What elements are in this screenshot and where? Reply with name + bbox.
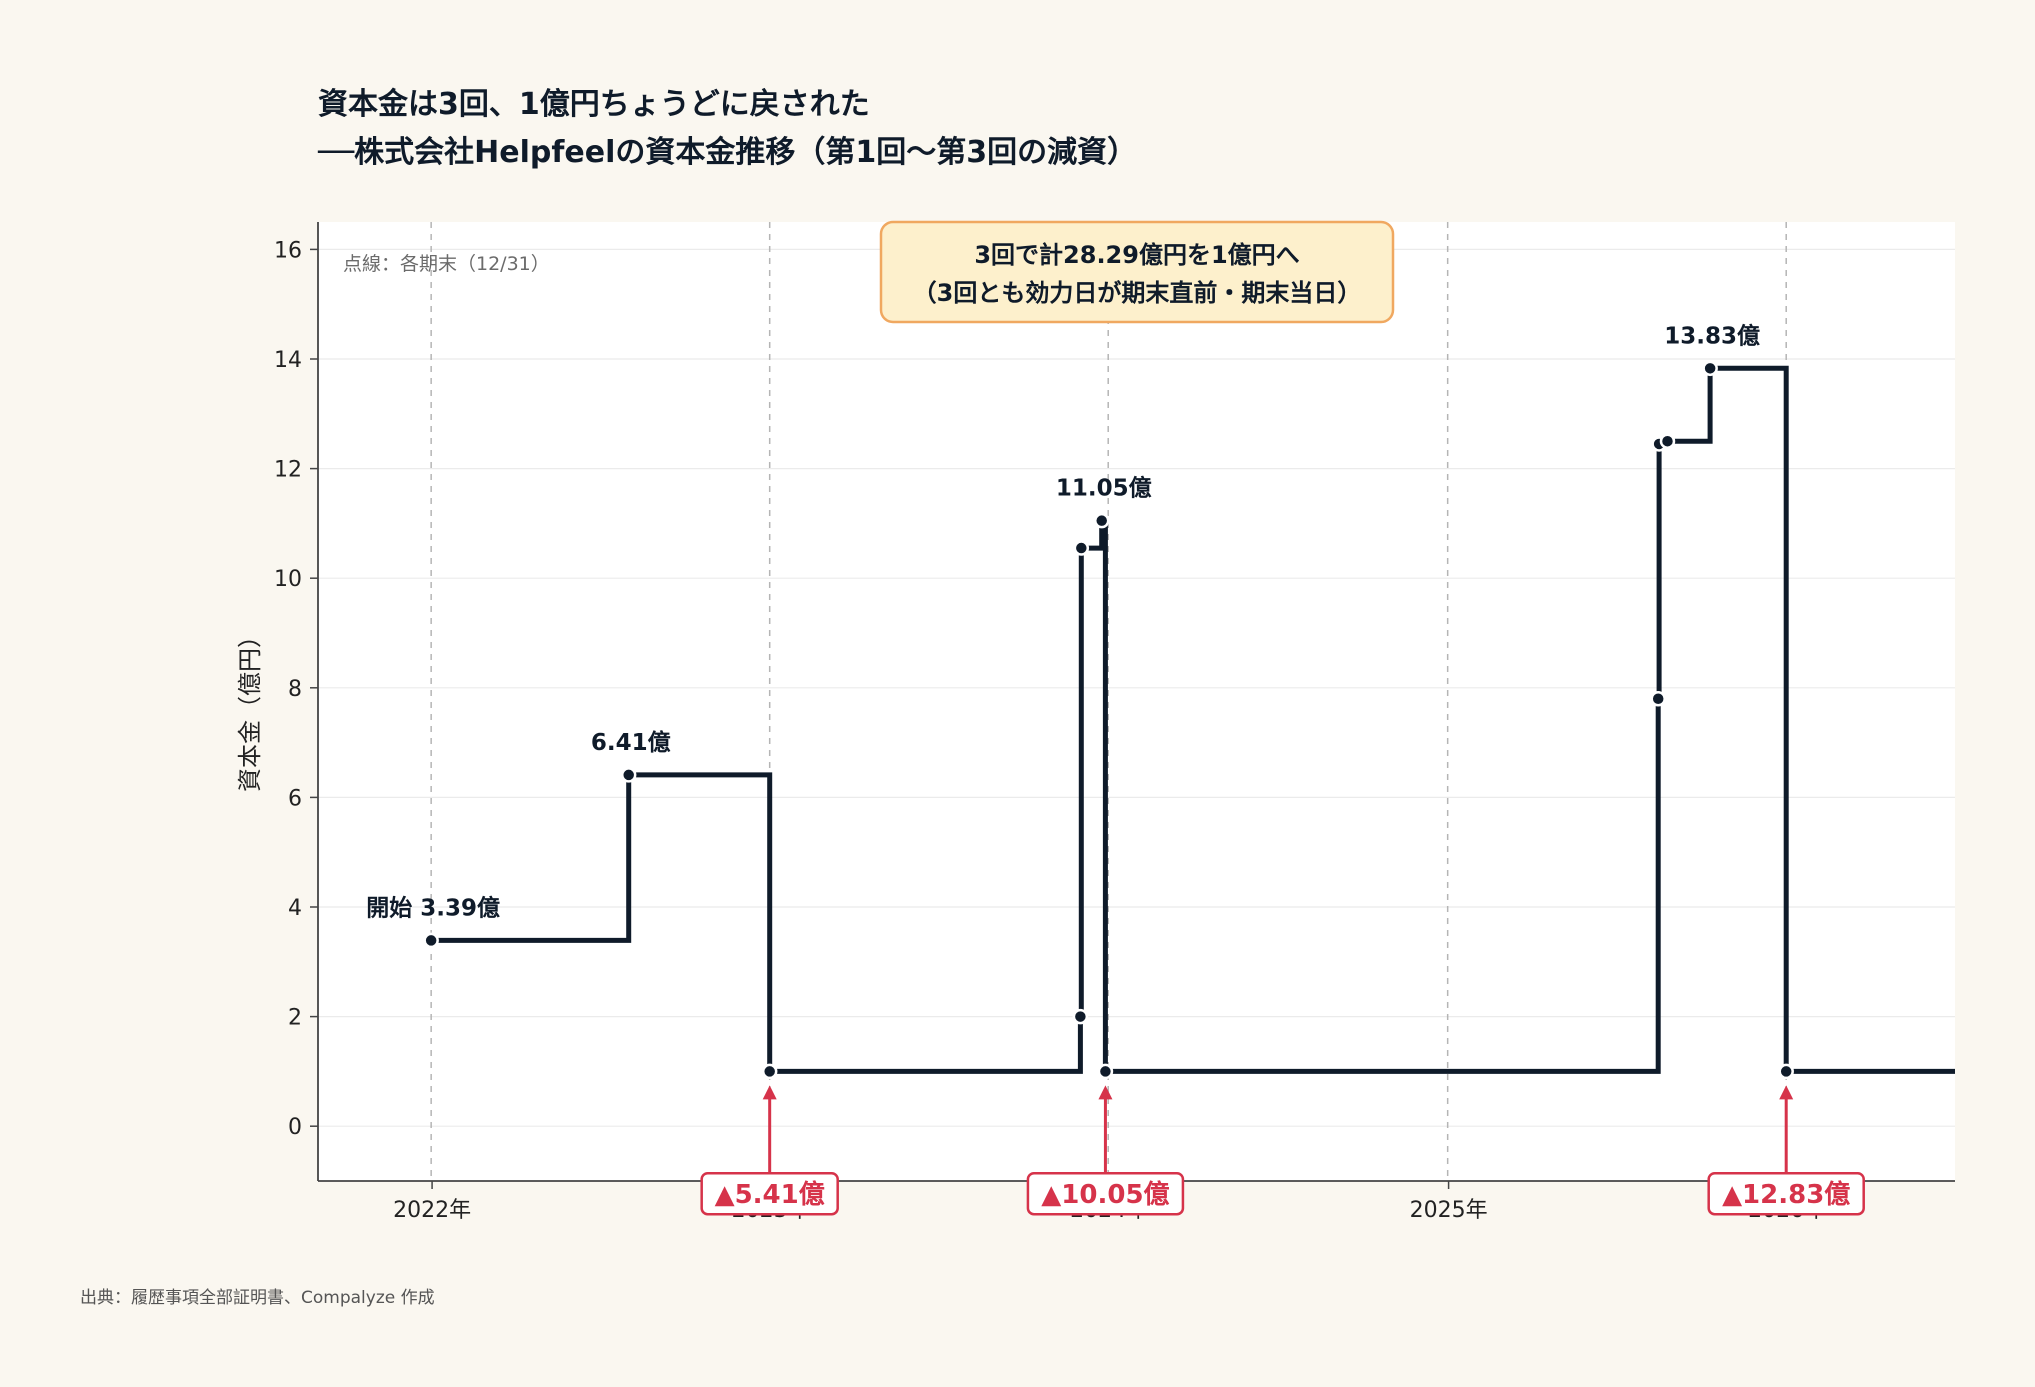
data-point bbox=[1093, 512, 1110, 529]
annotation-line2: （3回とも効力日が期末直前・期末当日） bbox=[913, 279, 1362, 307]
y-tick-label: 16 bbox=[274, 238, 302, 263]
reduction-label-box bbox=[1707, 1171, 1865, 1216]
data-point bbox=[423, 932, 439, 949]
y-tick-label: 4 bbox=[288, 896, 302, 921]
reduction-arrow-head bbox=[1779, 1085, 1794, 1100]
data-point bbox=[1650, 691, 1666, 707]
data-point bbox=[1073, 540, 1090, 556]
reduction-label: ▲10.05億 bbox=[1041, 1180, 1169, 1210]
plot-background bbox=[318, 222, 1955, 1181]
value-label: 開始 3.39億 bbox=[366, 894, 500, 921]
reduction-label-box bbox=[700, 1171, 839, 1216]
data-point bbox=[1659, 433, 1676, 449]
data-point bbox=[620, 767, 637, 783]
y-tick-label: 14 bbox=[274, 348, 302, 373]
source-note: 出典：履歴事項全部証明書、Compalyze 作成 bbox=[80, 1288, 435, 1308]
annotation-box: 3回で計28.29億円を1億円へ （3回とも効力日が期末直前・期末当日） bbox=[879, 220, 1395, 324]
period-end-note: 点線：各期末（12/31） bbox=[343, 253, 550, 275]
annotation-box-frame bbox=[879, 220, 1395, 324]
reduction-arrow-head bbox=[1098, 1085, 1113, 1100]
chart-title-line1: 資本金は3回、1億円ちょうどに戻された bbox=[318, 87, 870, 122]
y-tick-label: 2 bbox=[288, 1006, 302, 1031]
x-tick-label: 2022年 bbox=[393, 1198, 471, 1223]
reduction-arrow-head bbox=[762, 1085, 777, 1100]
reduction-label: ▲5.41億 bbox=[715, 1180, 825, 1210]
x-tick-label: 2025年 bbox=[1410, 1198, 1488, 1223]
y-tick-label: 6 bbox=[288, 786, 302, 811]
capital-step-line bbox=[431, 365, 1955, 1074]
data-point bbox=[1097, 1063, 1114, 1080]
reduction-label-box bbox=[1026, 1171, 1185, 1216]
data-point bbox=[761, 1063, 778, 1080]
y-tick-label: 0 bbox=[288, 1115, 302, 1140]
y-tick-label: 10 bbox=[274, 567, 302, 592]
chart-title-line2: ──株式会社Helpfeelの資本金推移（第1回〜第3回の減資） bbox=[317, 135, 1137, 170]
value-label: 13.83億 bbox=[1664, 322, 1760, 349]
value-label: 6.41億 bbox=[591, 729, 671, 756]
data-point bbox=[1072, 1008, 1089, 1025]
y-axis-label: 資本金（億円） bbox=[236, 624, 264, 792]
y-tick-label: 12 bbox=[274, 458, 302, 483]
data-point bbox=[1778, 1063, 1794, 1080]
annotation-line1: 3回で計28.29億円を1億円へ bbox=[974, 241, 1299, 269]
data-point bbox=[1702, 360, 1718, 377]
plot-area: 02468101214162022年2023年2024年2025年2026年開始… bbox=[274, 222, 1955, 1223]
reduction-label: ▲12.83億 bbox=[1722, 1180, 1850, 1210]
y-tick-label: 8 bbox=[288, 677, 302, 702]
value-label: 11.05億 bbox=[1056, 475, 1152, 502]
